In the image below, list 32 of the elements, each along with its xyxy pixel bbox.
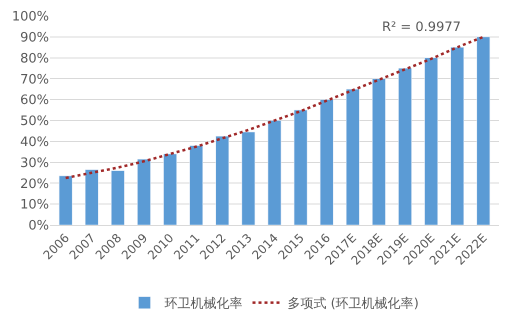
annotation: R² = 0.9977	[382, 20, 461, 35]
y-tick-label: 80%	[20, 51, 49, 66]
bar	[163, 154, 177, 225]
bar	[346, 88, 360, 225]
bar	[268, 120, 282, 225]
y-tick-label: 100%	[12, 10, 49, 25]
y-tick-label: 30%	[20, 156, 49, 171]
bar	[84, 169, 99, 225]
bar	[189, 145, 203, 225]
bar	[372, 78, 386, 225]
bar	[424, 58, 438, 225]
bar	[320, 99, 334, 225]
y-tick-label: 50%	[20, 114, 49, 130]
bar	[476, 36, 490, 225]
line-series	[64, 36, 485, 180]
y-tick-label: 40%	[20, 134, 49, 150]
bar	[111, 170, 125, 225]
y-tick-label: 20%	[20, 176, 49, 192]
bar	[242, 132, 256, 225]
legend-label: 环卫机械化率	[164, 296, 242, 312]
y-tick-label: 0%	[28, 218, 49, 234]
bar	[398, 68, 412, 225]
bar	[450, 47, 464, 225]
y-tick-label: 60%	[20, 93, 49, 108]
bar	[137, 158, 151, 225]
y-tick-label: 70%	[20, 72, 49, 88]
bar	[58, 176, 72, 225]
y-tick-label: 90%	[20, 30, 49, 46]
bar	[216, 136, 230, 225]
y-tick-label: 10%	[20, 198, 49, 213]
bar	[294, 110, 308, 225]
legend-label: 多项式 (环卫机械化率)	[288, 296, 419, 312]
